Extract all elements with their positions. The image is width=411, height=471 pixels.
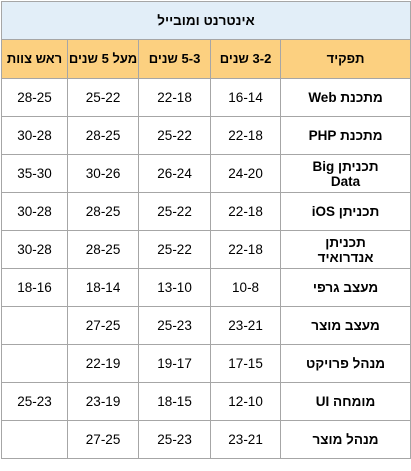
salary-cell-years-3-5: 13-10 <box>138 268 212 307</box>
role-cell: מתכנת PHP <box>280 116 411 155</box>
salary-cell-team-lead <box>0 344 69 383</box>
role-cell: תכניתן אנדרואיד <box>280 230 411 269</box>
table-row: מעצב מוצר 23-21 25-23 27-25 <box>0 306 411 345</box>
salary-cell-team-lead: 30-28 <box>0 230 69 269</box>
salary-cell-years-3-5: 25-23 <box>138 420 212 459</box>
column-header-years-3-5: 5-3 שנים <box>138 39 212 79</box>
role-label: תכניתן אנדרואיד <box>317 234 374 265</box>
salary-cell-years-2-3: 24-20 <box>210 154 282 193</box>
salary-cell-years-2-3: 17-15 <box>210 344 282 383</box>
salary-cell-years-3-5: 25-22 <box>138 192 212 231</box>
role-label: מעצב מוצר <box>311 318 380 333</box>
salary-cell-team-lead: 18-16 <box>0 268 69 307</box>
salary-cell-over-5: 23-19 <box>67 382 140 421</box>
table-row: תכניתן iOS 22-18 25-22 28-25 30-28 <box>0 192 411 231</box>
salary-cell-team-lead: 30-28 <box>0 116 69 155</box>
role-label: מתכנת Web <box>308 90 383 105</box>
salary-cell-years-3-5: 25-22 <box>138 116 212 155</box>
role-label: מנהל מוצר <box>312 432 379 447</box>
salary-table: אינטרנט ומובייל תפקיד 3-2 שנים 5-3 שנים … <box>0 1 411 459</box>
role-cell: תכניתן Big Data <box>280 154 411 193</box>
salary-cell-over-5: 30-26 <box>67 154 140 193</box>
table-row: מתכנת PHP 22-18 25-22 28-25 30-28 <box>0 116 411 155</box>
salary-cell-years-2-3: 23-21 <box>210 306 282 345</box>
salary-cell-years-2-3: 23-21 <box>210 420 282 459</box>
salary-cell-years-2-3: 16-14 <box>210 78 282 117</box>
role-label: תכניתן Big Data <box>312 158 379 189</box>
salary-cell-over-5: 18-14 <box>67 268 140 307</box>
salary-cell-team-lead: 35-30 <box>0 154 69 193</box>
salary-cell-years-2-3: 10-8 <box>210 268 282 307</box>
role-cell: מומחה UI <box>280 382 411 421</box>
salary-cell-years-3-5: 25-22 <box>138 230 212 269</box>
role-cell: מתכנת Web <box>280 78 411 117</box>
salary-cell-team-lead: 28-25 <box>0 78 69 117</box>
column-header-team-lead: ראש צוות <box>0 39 69 79</box>
role-cell: מנהל פרויקט <box>280 344 411 383</box>
role-cell: תכניתן iOS <box>280 192 411 231</box>
table-title-row: אינטרנט ומובייל <box>0 1 411 40</box>
column-header-years-2-3: 3-2 שנים <box>210 39 282 79</box>
role-cell: מעצב גרפי <box>280 268 411 307</box>
salary-cell-over-5: 22-19 <box>67 344 140 383</box>
salary-cell-team-lead <box>0 306 69 345</box>
table-row: מומחה UI 12-10 18-15 23-19 25-23 <box>0 382 411 421</box>
salary-cell-over-5: 28-25 <box>67 116 140 155</box>
salary-cell-over-5: 28-25 <box>67 230 140 269</box>
role-label: תכניתן iOS <box>311 204 380 219</box>
salary-cell-team-lead: 25-23 <box>0 382 69 421</box>
salary-cell-team-lead <box>0 420 69 459</box>
salary-cell-years-2-3: 22-18 <box>210 116 282 155</box>
role-label: מנהל פרויקט <box>306 356 386 371</box>
table-row: מעצב גרפי 10-8 13-10 18-14 18-16 <box>0 268 411 307</box>
salary-cell-years-3-5: 26-24 <box>138 154 212 193</box>
salary-cell-over-5: 27-25 <box>67 420 140 459</box>
table-row: תכניתן Big Data 24-20 26-24 30-26 35-30 <box>0 154 411 193</box>
salary-cell-team-lead: 30-28 <box>0 192 69 231</box>
table-row: מנהל מוצר 23-21 25-23 27-25 <box>0 420 411 459</box>
column-header-role: תפקיד <box>280 39 411 79</box>
salary-cell-over-5: 25-22 <box>67 78 140 117</box>
salary-cell-over-5: 28-25 <box>67 192 140 231</box>
table-row: תכניתן אנדרואיד 22-18 25-22 28-25 30-28 <box>0 230 411 269</box>
table-row: מנהל פרויקט 17-15 19-17 22-19 <box>0 344 411 383</box>
salary-cell-years-2-3: 22-18 <box>210 192 282 231</box>
salary-cell-over-5: 27-25 <box>67 306 140 345</box>
table-header-row: תפקיד 3-2 שנים 5-3 שנים מעל 5 שנים ראש צ… <box>0 39 411 79</box>
role-label: מתכנת PHP <box>308 128 383 143</box>
salary-cell-years-2-3: 22-18 <box>210 230 282 269</box>
role-cell: מעצב מוצר <box>280 306 411 345</box>
table-title: אינטרנט ומובייל <box>0 1 411 40</box>
role-label: מעצב גרפי <box>312 280 379 295</box>
salary-cell-years-3-5: 19-17 <box>138 344 212 383</box>
role-label: מומחה UI <box>315 394 376 409</box>
salary-cell-years-3-5: 25-23 <box>138 306 212 345</box>
table-row: מתכנת Web 16-14 22-18 25-22 28-25 <box>0 78 411 117</box>
salary-cell-years-2-3: 12-10 <box>210 382 282 421</box>
salary-cell-years-3-5: 22-18 <box>138 78 212 117</box>
column-header-over-5: מעל 5 שנים <box>67 39 140 79</box>
role-cell: מנהל מוצר <box>280 420 411 459</box>
salary-cell-years-3-5: 18-15 <box>138 382 212 421</box>
